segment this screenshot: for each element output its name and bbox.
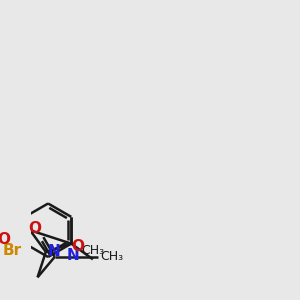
Text: CH₃: CH₃	[81, 244, 104, 257]
Text: Br: Br	[3, 244, 22, 259]
Text: O: O	[0, 232, 10, 247]
Text: O: O	[28, 221, 41, 236]
Text: N: N	[67, 248, 80, 263]
Text: N: N	[48, 244, 61, 260]
Text: O: O	[71, 238, 84, 253]
Text: CH₃: CH₃	[100, 250, 123, 263]
